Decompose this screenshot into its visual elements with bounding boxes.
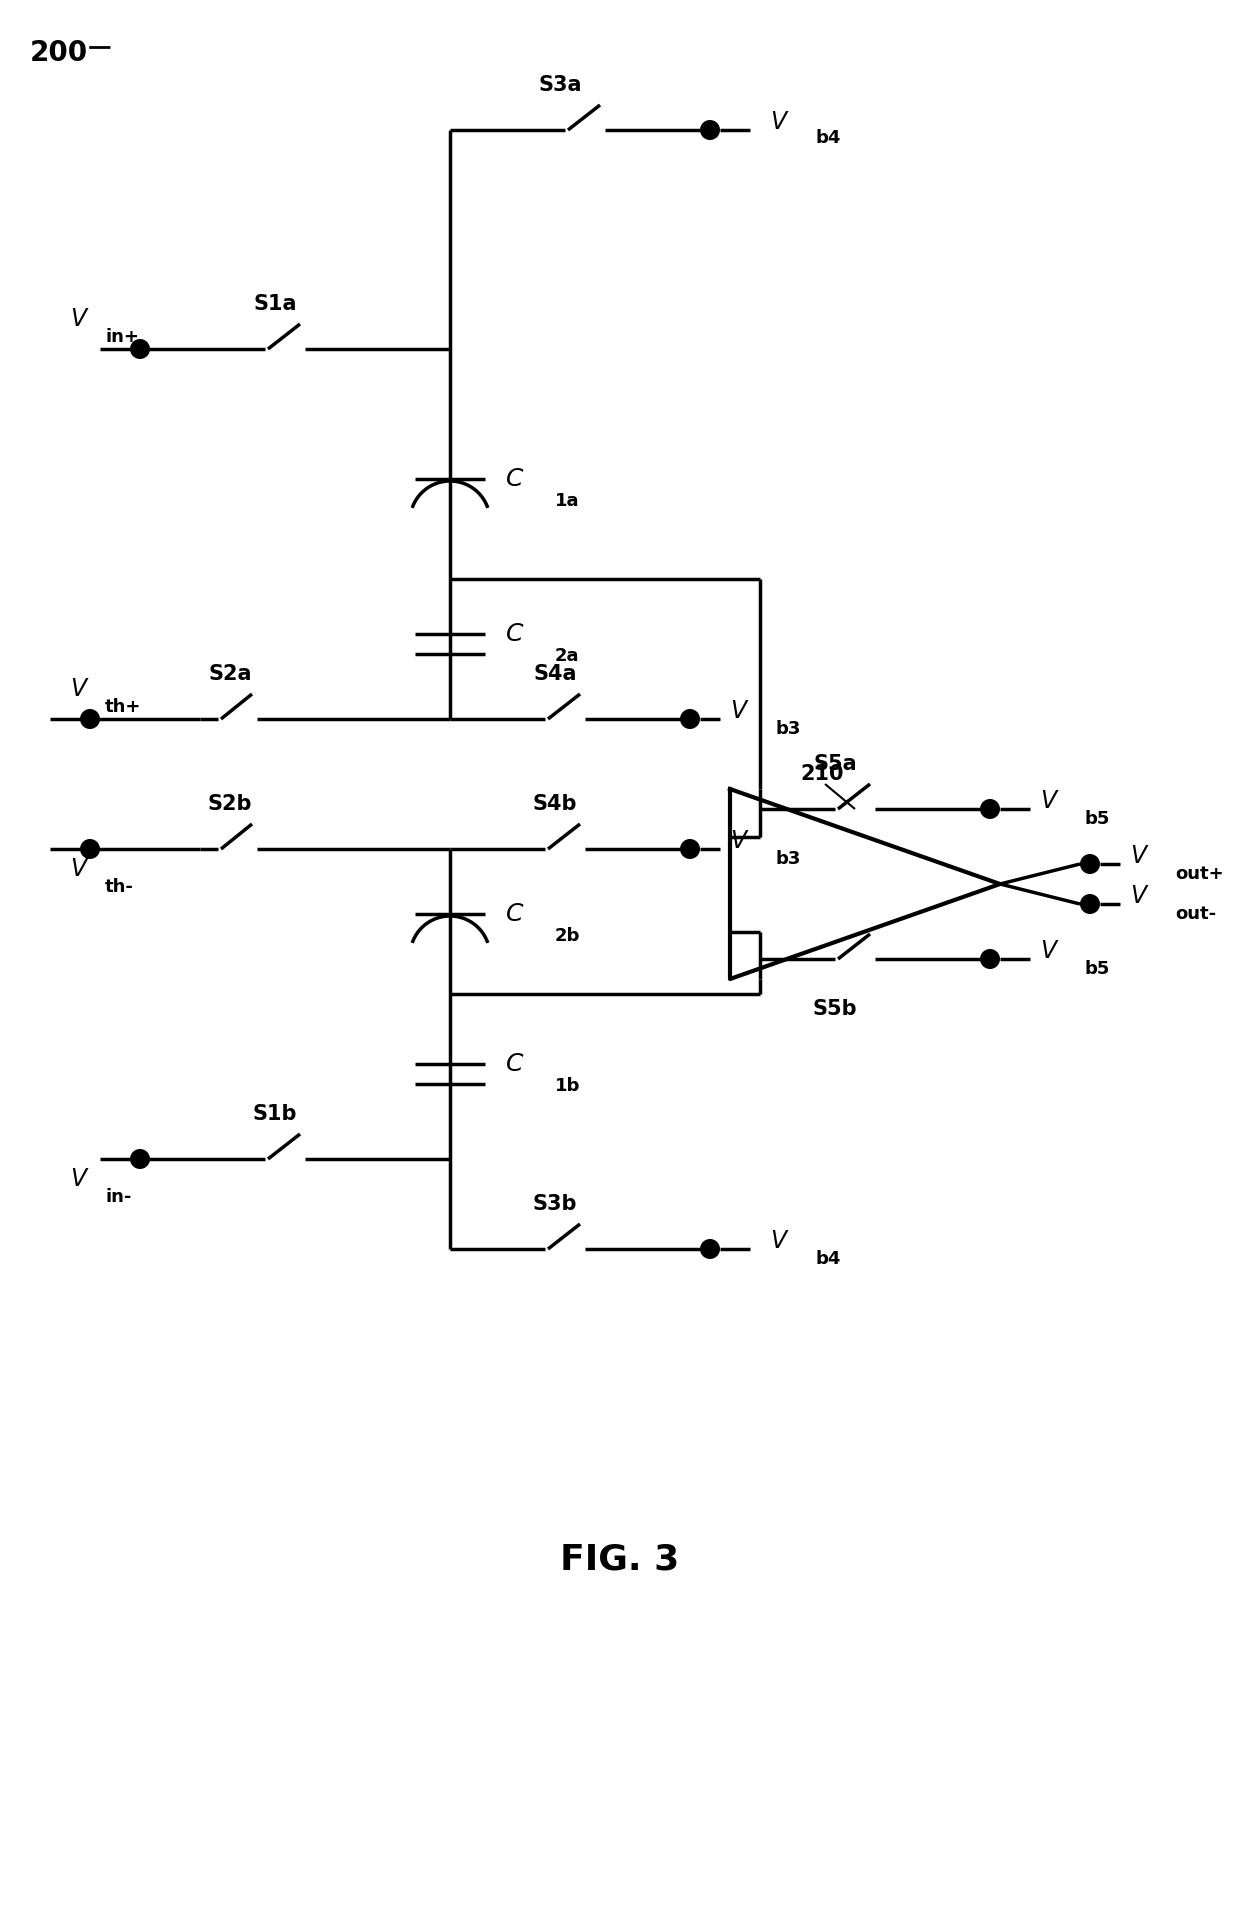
- Text: $\it{V}$: $\it{V}$: [69, 857, 89, 880]
- Circle shape: [1080, 853, 1100, 874]
- Text: 2b: 2b: [556, 928, 580, 945]
- Text: out+: out+: [1176, 865, 1224, 884]
- Text: S3b: S3b: [533, 1193, 578, 1214]
- Text: $\it{V}$: $\it{V}$: [730, 699, 749, 724]
- Text: b3: b3: [775, 850, 800, 869]
- Text: b5: b5: [1085, 960, 1110, 977]
- Text: 1a: 1a: [556, 493, 579, 510]
- Text: $\it{V}$: $\it{V}$: [1040, 939, 1059, 962]
- Text: $\it{C}$: $\it{C}$: [505, 468, 525, 491]
- Circle shape: [130, 340, 150, 359]
- Text: FIG. 3: FIG. 3: [560, 1542, 680, 1577]
- Text: 200: 200: [30, 38, 88, 67]
- Text: S2b: S2b: [208, 794, 252, 813]
- Text: in+: in+: [105, 328, 139, 346]
- Text: th+: th+: [105, 699, 141, 716]
- Text: S1b: S1b: [253, 1103, 298, 1124]
- Circle shape: [1080, 893, 1100, 914]
- Circle shape: [980, 949, 999, 970]
- Text: $\it{V}$: $\it{V}$: [69, 678, 89, 701]
- Text: th-: th-: [105, 878, 134, 895]
- Text: S1a: S1a: [253, 294, 296, 313]
- Text: $\it{V}$: $\it{V}$: [770, 1229, 790, 1252]
- Text: S4a: S4a: [533, 664, 577, 683]
- Text: $\it{V}$: $\it{V}$: [1130, 844, 1149, 869]
- Circle shape: [701, 1239, 720, 1260]
- Circle shape: [81, 708, 100, 729]
- Text: b4: b4: [815, 1250, 841, 1268]
- Text: out-: out-: [1176, 905, 1216, 922]
- Text: S4b: S4b: [533, 794, 578, 813]
- Text: S5b: S5b: [812, 998, 857, 1019]
- Text: S3a: S3a: [538, 74, 582, 95]
- Text: 210: 210: [800, 764, 843, 785]
- Circle shape: [130, 1149, 150, 1168]
- Text: $\it{V}$: $\it{V}$: [1130, 884, 1149, 909]
- Text: b5: b5: [1085, 809, 1110, 829]
- Text: $\it{V}$: $\it{V}$: [1040, 788, 1059, 813]
- Text: b4: b4: [815, 130, 841, 147]
- Text: 1b: 1b: [556, 1077, 580, 1096]
- Text: $\it{C}$: $\it{C}$: [505, 901, 525, 926]
- Text: $\it{C}$: $\it{C}$: [505, 1052, 525, 1077]
- Text: $\it{V}$: $\it{V}$: [69, 307, 89, 330]
- Text: $\it{V}$: $\it{V}$: [770, 111, 790, 134]
- Text: in-: in-: [105, 1187, 131, 1206]
- Circle shape: [980, 800, 999, 819]
- Text: $\it{C}$: $\it{C}$: [505, 622, 525, 645]
- Circle shape: [701, 120, 720, 139]
- Text: $\it{V}$: $\it{V}$: [69, 1166, 89, 1191]
- Circle shape: [680, 708, 701, 729]
- Text: $\it{V}$: $\it{V}$: [730, 829, 749, 853]
- Circle shape: [81, 838, 100, 859]
- Text: S5a: S5a: [813, 754, 857, 773]
- Text: b3: b3: [775, 720, 800, 739]
- Text: 2a: 2a: [556, 647, 579, 664]
- Text: S2a: S2a: [208, 664, 252, 683]
- Circle shape: [680, 838, 701, 859]
